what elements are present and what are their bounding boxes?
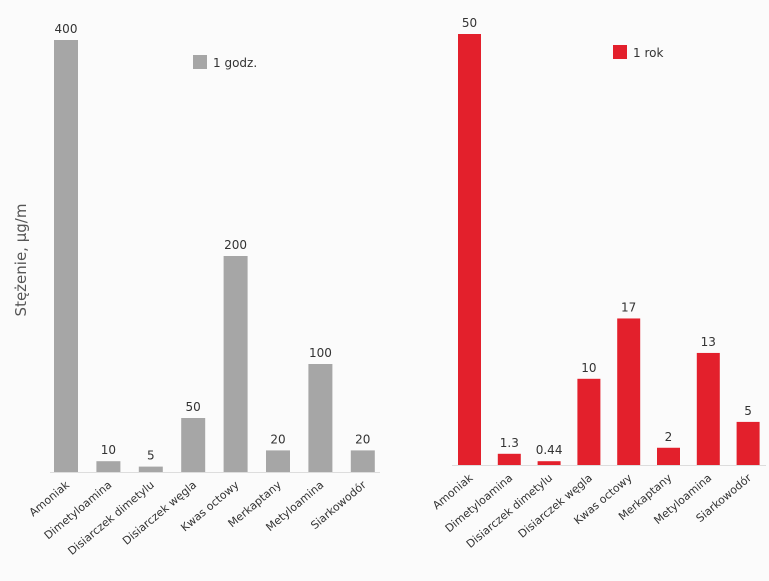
data-label: 13 — [701, 335, 716, 349]
data-label: 400 — [55, 22, 78, 36]
bar — [577, 378, 601, 465]
bar — [458, 34, 481, 465]
bar — [308, 364, 333, 472]
bar — [223, 256, 248, 472]
x-tick-label: Disiarczek węgla — [120, 478, 199, 547]
data-label: 20 — [270, 432, 285, 446]
data-label: 17 — [621, 300, 636, 314]
bar — [350, 450, 375, 472]
bar — [497, 453, 521, 465]
bar — [138, 466, 163, 472]
data-label: 200 — [224, 238, 247, 252]
data-label: 20 — [355, 432, 370, 446]
data-label: 5 — [744, 404, 752, 418]
data-label: 50 — [462, 16, 477, 30]
legend-swatch — [193, 55, 207, 69]
data-label: 1.3 — [500, 436, 519, 450]
data-label: 2 — [665, 430, 673, 444]
bar — [617, 318, 641, 465]
x-tick-label: Disiarczek węgla — [516, 471, 595, 540]
data-label: 100 — [309, 346, 332, 360]
data-label: 5 — [147, 449, 155, 463]
bar — [696, 352, 720, 465]
bar — [736, 421, 760, 465]
y-axis-label: Stężenie, μg/m — [12, 204, 30, 317]
right-chart-panel: 50Amoniak1.3Dimetyloamina0.44Disiarczek … — [430, 16, 766, 551]
bar — [96, 461, 121, 472]
legend-label: 1 rok — [633, 46, 663, 60]
bar — [657, 447, 680, 465]
bar — [181, 418, 206, 472]
data-label: 0.44 — [536, 443, 563, 457]
x-tick-label: Dimetyloamina — [443, 471, 516, 535]
bar — [54, 40, 78, 472]
data-label: 10 — [101, 443, 116, 457]
legend-swatch — [613, 45, 627, 59]
data-label: 10 — [581, 361, 596, 375]
bar — [266, 450, 290, 472]
legend-label: 1 godz. — [213, 56, 257, 70]
data-label: 50 — [186, 400, 201, 414]
bar — [537, 461, 561, 465]
